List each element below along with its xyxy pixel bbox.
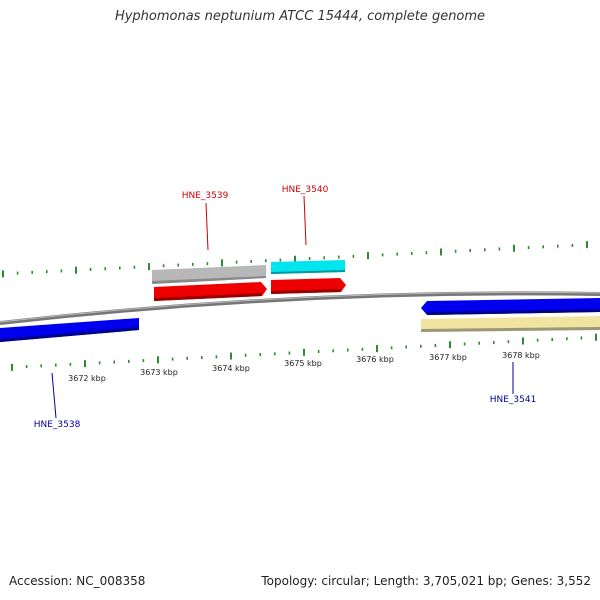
gene-label-hne-3541[interactable]: HNE_3541 <box>490 395 537 405</box>
gene-label-hne-3539[interactable]: HNE_3539 <box>182 191 229 201</box>
leader-hne-3538 <box>51 372 57 419</box>
scale-label-3674: 3674 kbp <box>212 364 250 373</box>
gene-label-hne-3540[interactable]: HNE_3540 <box>282 185 329 195</box>
scale-label-3673: 3673 kbp <box>140 368 178 377</box>
map-title: Hyphomonas neptunium ATCC 15444, complet… <box>114 9 486 24</box>
accession-text: Accession: NC_008358 <box>9 574 146 588</box>
scale-label-3678: 3678 kbp <box>502 351 540 360</box>
leader-hne-3540 <box>303 195 307 246</box>
scale-label-3677: 3677 kbp <box>429 353 467 362</box>
genome-summary-text: Topology: circular; Length: 3,705,021 bp… <box>261 574 591 588</box>
inner-tick-ring <box>11 333 597 371</box>
outer-tick-ring <box>2 241 588 278</box>
scale-label-3676: 3676 kbp <box>356 355 394 364</box>
genome-backbone <box>0 291 600 325</box>
scale-label-3675: 3675 kbp <box>284 359 322 368</box>
leader-hne-3539 <box>205 202 209 251</box>
gene-label-hne-3538[interactable]: HNE_3538 <box>34 420 81 430</box>
scale-label-3672: 3672 kbp <box>68 374 106 383</box>
